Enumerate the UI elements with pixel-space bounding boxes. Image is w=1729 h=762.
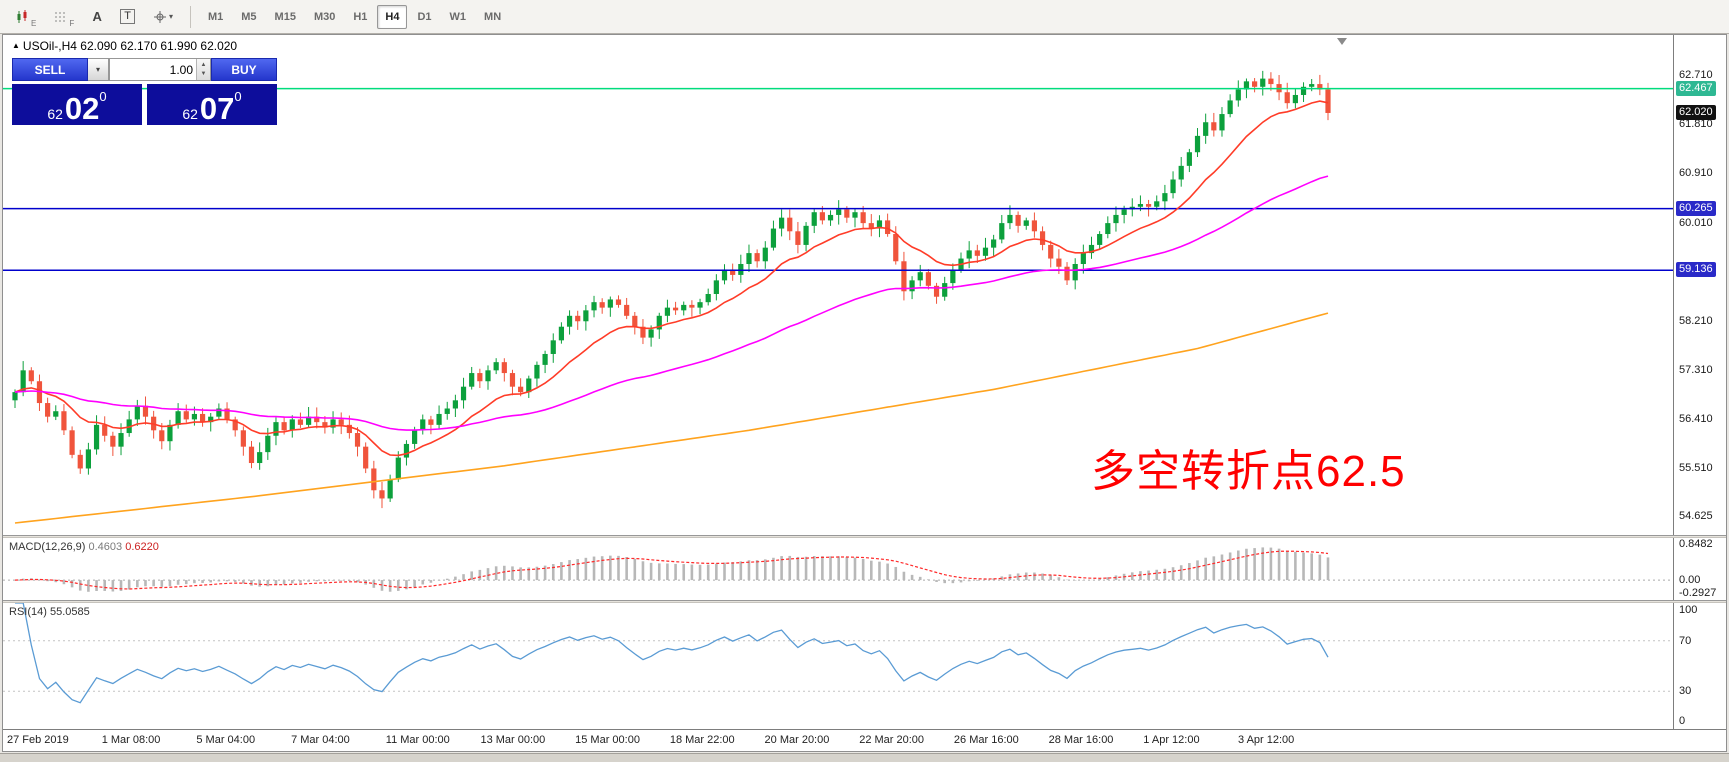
drawing-tools-group: E F A T ▾	[8, 5, 181, 29]
pane-splitter[interactable]	[3, 535, 1726, 538]
time-axis-label: 26 Mar 16:00	[953, 734, 1019, 746]
macd-axis-label: 0.00	[1679, 574, 1701, 587]
volume-field[interactable]: ▲ ▼	[109, 58, 211, 81]
price-axis-label: 57.310	[1679, 363, 1713, 376]
current-price-badge: 62.020	[1676, 104, 1716, 120]
cursor-icon[interactable]: A	[84, 5, 110, 29]
rsi-axis-label: 30	[1679, 685, 1692, 698]
chart-window: ▲ USOil-,H4 62.090 62.170 61.990 62.020 S…	[2, 34, 1727, 752]
timeframe-button-h1[interactable]: H1	[345, 5, 375, 29]
sell-price-display[interactable]: 62 02 0	[12, 84, 142, 125]
toolbar-separator	[189, 5, 191, 28]
candlestick-chart[interactable]	[3, 35, 1673, 535]
volume-dropdown-button[interactable]: ▾	[88, 58, 109, 81]
macd-axis-label: 0.8482	[1679, 538, 1713, 550]
macd-signal-value: 0.6220	[125, 541, 159, 553]
buy-button[interactable]: BUY	[211, 58, 277, 81]
timeframe-button-w1[interactable]: W1	[442, 5, 475, 29]
crosshair-draw-icon[interactable]: ▾	[145, 5, 181, 29]
top-toolbar: E F A T ▾ M1 M5 M15 M30 H1 H4 D1 W1 MN	[0, 0, 1729, 34]
time-axis-label: 15 Mar 00:00	[575, 734, 640, 746]
chevron-down-icon: ▾	[95, 65, 100, 74]
rsi-axis-label: 100	[1679, 604, 1698, 616]
time-axis-label: 22 Mar 20:00	[859, 734, 925, 746]
price-level-badge: 59.136	[1676, 262, 1716, 278]
price-axis-label: 55.510	[1679, 461, 1713, 474]
main-chart-pane[interactable]: ▲ USOil-,H4 62.090 62.170 61.990 62.020 S…	[3, 35, 1726, 535]
sell-price-prefix: 62	[47, 105, 63, 122]
rsi-axis[interactable]: 100 70 30 0	[1673, 603, 1726, 729]
price-level-badge: 60.265	[1676, 200, 1716, 216]
macd-main-value: 0.4603	[88, 541, 123, 553]
rsi-name: RSI(14)	[9, 606, 47, 618]
price-axis-label: 56.410	[1679, 412, 1713, 425]
time-axis[interactable]: 27 Feb 2019 1 Mar 08:00 5 Mar 04:00 7 Mar 0…	[3, 729, 1726, 751]
symbol-ohlc-line: ▲ USOil-,H4 62.090 62.170 61.990 62.020	[12, 39, 237, 53]
bottom-status-strip	[0, 753, 1729, 762]
spinner-up-icon[interactable]: ▲	[200, 62, 207, 68]
text-tool-icon[interactable]: T	[112, 5, 143, 29]
time-axis-label: 27 Feb 2019	[7, 734, 69, 746]
sell-button[interactable]: SELL	[12, 58, 88, 81]
pane-splitter[interactable]	[3, 600, 1726, 603]
price-axis[interactable]: 62.710 61.810 60.910 60.010 58.210 57.310 56.4…	[1673, 35, 1726, 535]
rsi-axis-label: 70	[1679, 634, 1692, 647]
time-axis-label: 1 Apr 12:00	[1143, 734, 1200, 746]
sell-price-big: 02	[64, 90, 100, 126]
macd-chart	[3, 547, 1673, 592]
rsi-chart	[3, 603, 1673, 704]
candlestick-chart-icon[interactable]: E	[8, 5, 44, 29]
time-axis-label: 20 Mar 20:00	[764, 734, 830, 746]
buy-price-display[interactable]: 62 07 0	[147, 84, 277, 125]
buy-price-big: 07	[199, 90, 235, 126]
time-axis-label: 11 Mar 00:00	[385, 734, 450, 746]
time-axis-label: 3 Apr 12:00	[1238, 734, 1295, 746]
volume-input[interactable]	[110, 59, 196, 80]
timeframe-button-h4[interactable]: H4	[377, 4, 408, 29]
volume-spinner[interactable]: ▲ ▼	[196, 59, 210, 80]
timeframe-button-m5[interactable]: M5	[233, 5, 264, 29]
rsi-pane[interactable]: RSI(14) 55.0585 100 70 30 0	[3, 603, 1726, 729]
buy-price-prefix: 62	[182, 105, 198, 122]
price-axis-label: 62.710	[1679, 69, 1713, 82]
price-axis-label: 54.625	[1679, 510, 1713, 523]
time-axis-label: 1 Mar 08:00	[101, 734, 161, 746]
price-level-badge: 62.467	[1676, 80, 1716, 96]
rsi-axis-label: 0	[1679, 715, 1686, 727]
spinner-down-icon[interactable]: ▼	[200, 71, 207, 77]
price-axis-label: 61.810	[1679, 118, 1713, 131]
macd-label: MACD(12,26,9) 0.4603 0.6220	[9, 541, 159, 553]
timeframe-button-m30[interactable]: M30	[306, 5, 343, 29]
price-axis-label: 60.910	[1679, 167, 1713, 180]
timeframe-button-m1[interactable]: M1	[200, 5, 231, 29]
time-axis-label: 13 Mar 00:00	[480, 734, 546, 746]
timeframe-button-m15[interactable]: M15	[267, 5, 304, 29]
price-axis-label: 60.010	[1679, 216, 1713, 229]
macd-axis[interactable]: 0.8482 0.00 -0.2927	[1673, 538, 1726, 600]
ohlc-values: 62.090 62.170 61.990 62.020	[80, 39, 238, 53]
timeframe-buttons-group: M1 M5 M15 M30 H1 H4 D1 W1 MN	[200, 4, 509, 29]
rsi-label: RSI(14) 55.0585	[9, 606, 90, 618]
chart-annotation-text: 多空转折点62.5	[1091, 447, 1406, 496]
chart-shift-marker-icon	[1337, 38, 1347, 45]
macd-name: MACD(12,26,9)	[9, 541, 86, 553]
symbol-label: USOil-,H4	[22, 39, 77, 53]
time-axis-label: 7 Mar 04:00	[291, 734, 350, 746]
macd-pane[interactable]: MACD(12,26,9) 0.4603 0.6220 0.8482 0.00 -0…	[3, 538, 1726, 600]
price-axis-label: 58.210	[1679, 314, 1713, 327]
collapse-triangle-icon: ▲	[12, 41, 20, 50]
macd-axis-label: -0.2927	[1679, 587, 1717, 599]
time-axis-label: 28 Mar 16:00	[1048, 734, 1114, 746]
buy-price-sup: 0	[234, 89, 242, 104]
timeframe-button-d1[interactable]: D1	[409, 5, 439, 29]
grid-icon[interactable]: F	[46, 5, 82, 29]
timeframe-button-mn[interactable]: MN	[476, 5, 509, 29]
time-axis-label: 5 Mar 04:00	[196, 734, 256, 746]
rsi-value: 55.0585	[49, 606, 90, 618]
sell-price-sup: 0	[99, 89, 107, 104]
time-axis-label: 18 Mar 22:00	[669, 734, 735, 746]
